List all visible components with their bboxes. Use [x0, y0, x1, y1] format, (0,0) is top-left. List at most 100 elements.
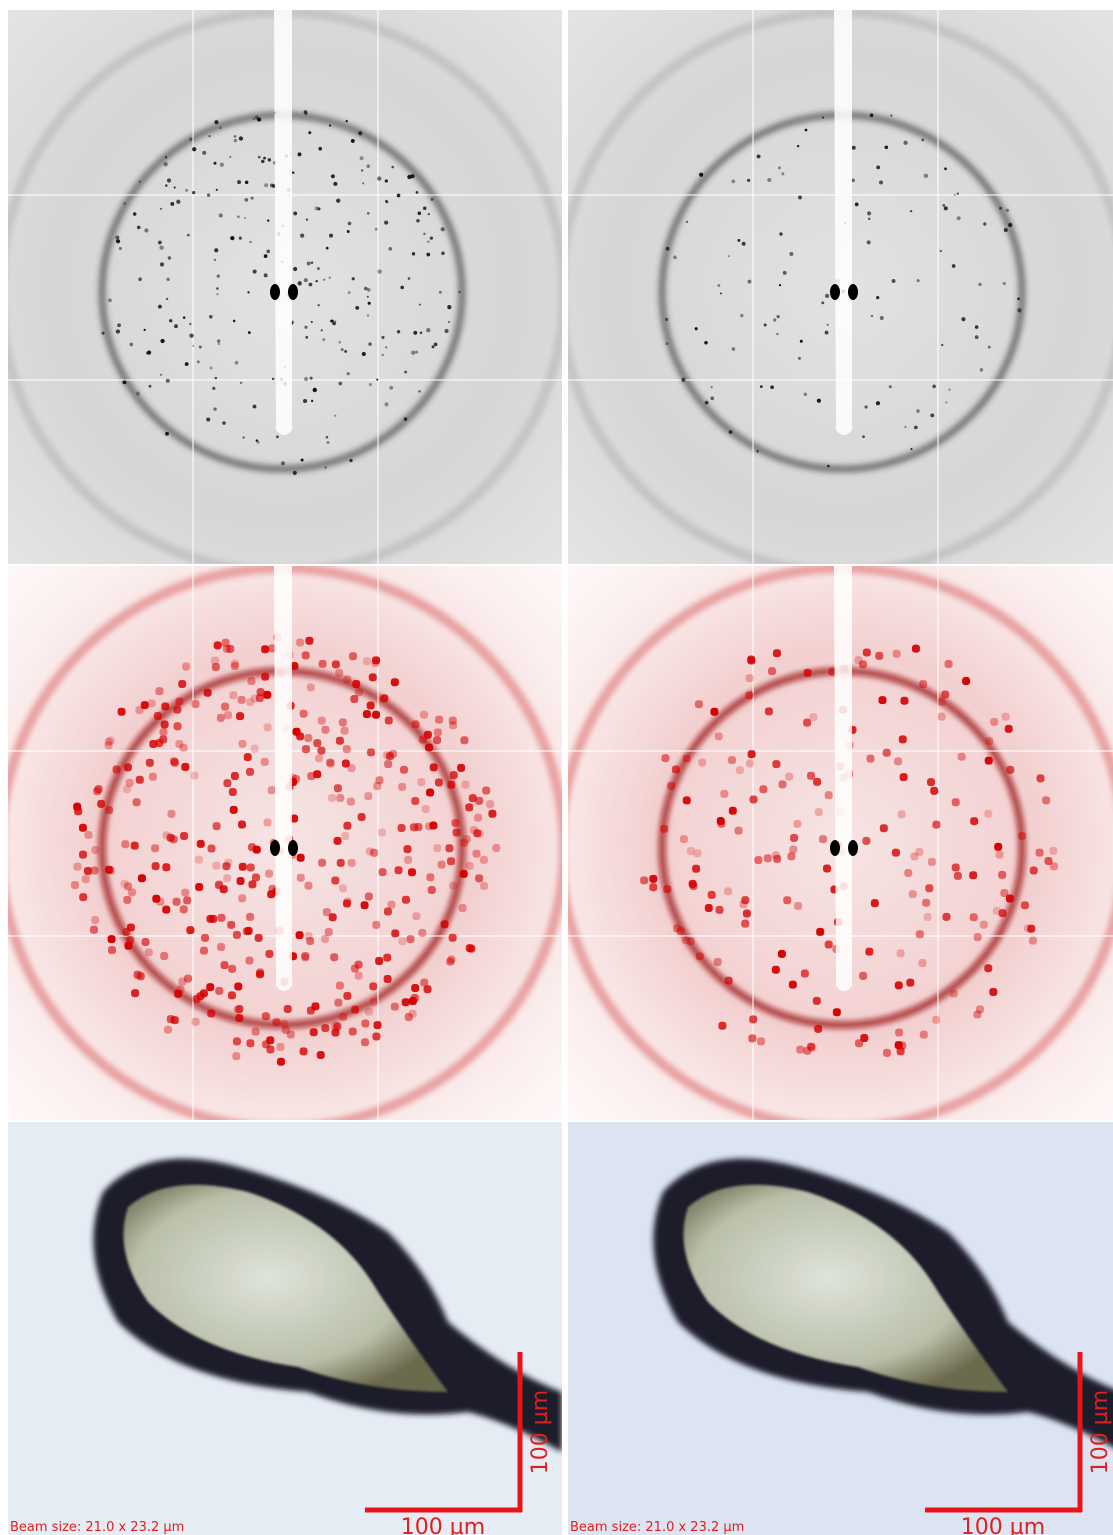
- spot: [239, 237, 242, 240]
- spot: [116, 239, 120, 243]
- spot: [825, 941, 833, 949]
- spot: [301, 459, 304, 462]
- spot: [163, 831, 171, 839]
- spot: [184, 975, 192, 983]
- spot: [344, 350, 347, 353]
- spot: [790, 834, 798, 842]
- spot: [704, 341, 708, 345]
- spot: [228, 991, 236, 999]
- spot: [224, 711, 232, 719]
- spot: [213, 407, 216, 410]
- spot: [264, 183, 268, 187]
- spot: [794, 902, 802, 910]
- spot: [433, 736, 441, 744]
- spot: [317, 267, 320, 270]
- spot: [938, 698, 946, 706]
- spot: [411, 797, 419, 805]
- spot: [352, 277, 355, 280]
- spot: [343, 992, 351, 1000]
- spot: [162, 906, 170, 914]
- spot: [97, 800, 105, 808]
- spot: [152, 862, 160, 870]
- spot: [377, 176, 381, 180]
- spot: [164, 162, 168, 166]
- spot: [768, 667, 776, 675]
- spot: [710, 397, 714, 401]
- spot: [383, 954, 391, 962]
- spot: [318, 717, 326, 725]
- spot: [1017, 297, 1020, 300]
- spot: [333, 182, 337, 186]
- spot: [127, 924, 135, 932]
- spot: [336, 198, 340, 202]
- spot: [138, 277, 142, 281]
- spot: [257, 688, 265, 696]
- spot: [388, 247, 392, 251]
- spot: [681, 378, 685, 382]
- spot: [342, 759, 350, 767]
- spot: [883, 749, 891, 757]
- spot: [129, 343, 133, 347]
- spot: [760, 385, 763, 388]
- spot: [160, 262, 164, 266]
- spot: [272, 378, 275, 381]
- spot: [466, 862, 474, 870]
- spot: [246, 768, 254, 776]
- spot: [368, 302, 371, 305]
- spot: [889, 385, 892, 388]
- spot: [258, 156, 261, 159]
- spot: [200, 989, 208, 997]
- spot: [246, 698, 254, 706]
- spot: [300, 1047, 308, 1055]
- spot: [214, 248, 218, 252]
- spot: [400, 286, 404, 290]
- spot: [925, 884, 933, 892]
- spot: [385, 200, 387, 202]
- spot: [252, 1028, 260, 1036]
- spot: [423, 233, 425, 235]
- spot: [663, 885, 671, 893]
- spot: [749, 1015, 757, 1023]
- spot: [158, 240, 162, 244]
- spot: [348, 291, 351, 294]
- spot: [317, 747, 325, 755]
- spot: [941, 344, 943, 346]
- spot: [417, 778, 425, 786]
- spot: [293, 471, 297, 475]
- spot: [714, 958, 722, 966]
- spot: [182, 662, 190, 670]
- spot: [217, 943, 225, 951]
- spot: [217, 339, 220, 342]
- spot: [897, 949, 905, 957]
- spot: [136, 776, 144, 784]
- spot: [361, 1038, 369, 1046]
- spot: [115, 235, 119, 239]
- beamstop: [834, 10, 852, 435]
- spot: [327, 441, 330, 444]
- spot: [362, 352, 366, 356]
- spot: [300, 710, 308, 718]
- spot: [673, 924, 681, 932]
- spot: [430, 236, 433, 239]
- spot: [71, 881, 79, 889]
- spot: [865, 948, 873, 956]
- spot: [391, 166, 393, 168]
- spot: [381, 336, 384, 339]
- spot: [321, 329, 323, 331]
- spot: [292, 775, 300, 783]
- spot: [91, 866, 99, 874]
- spot: [212, 663, 220, 671]
- spot: [213, 822, 221, 830]
- spot: [475, 797, 483, 805]
- beamstop: [834, 566, 852, 991]
- spot: [147, 350, 151, 354]
- spot: [204, 689, 212, 697]
- spot: [238, 820, 246, 828]
- spot: [246, 1039, 254, 1047]
- spot: [449, 934, 457, 942]
- spot: [927, 778, 935, 786]
- spot: [373, 782, 381, 790]
- spot: [708, 891, 716, 899]
- spot: [426, 253, 430, 257]
- spot: [428, 213, 430, 215]
